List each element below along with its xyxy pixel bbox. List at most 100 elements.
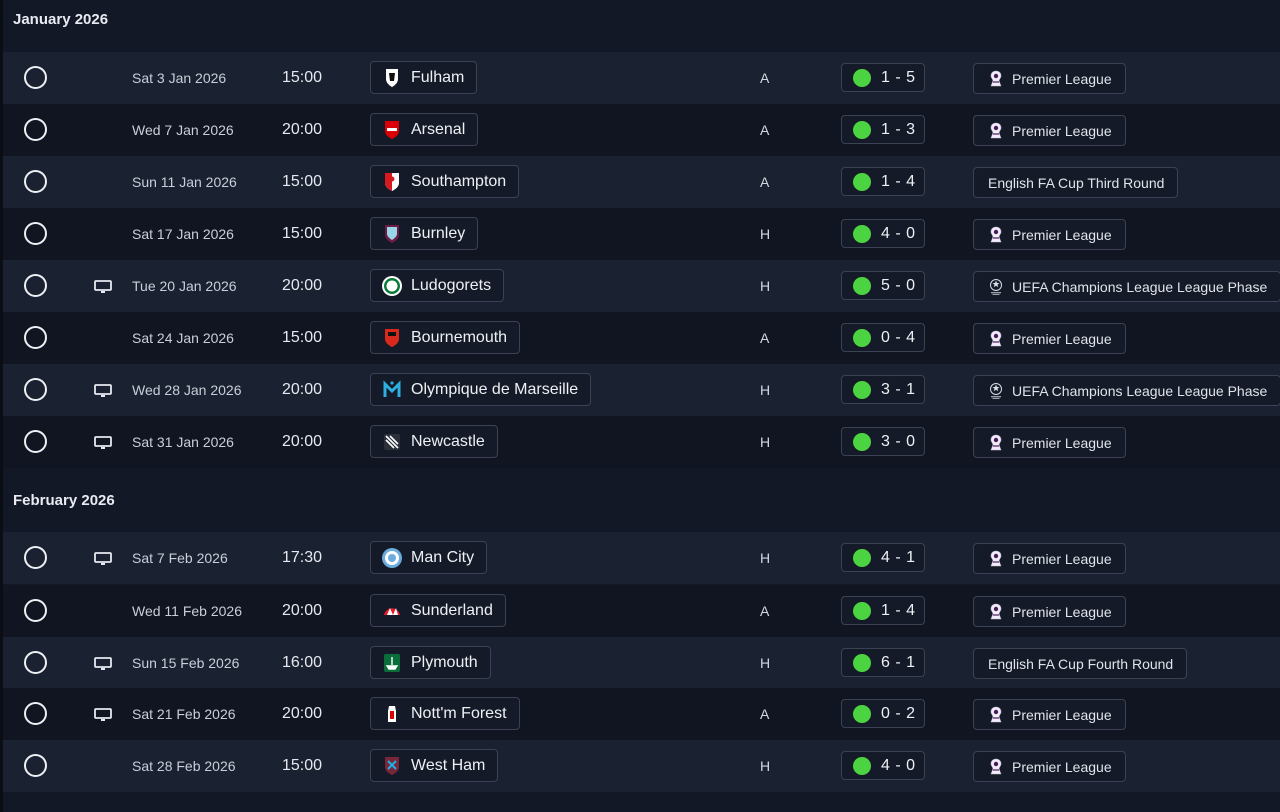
opponent-chip[interactable]: Bournemouth: [370, 321, 521, 354]
fixture-row[interactable]: Wed 7 Jan 2026 20:00 Arsenal A 1 - 3 Premier …: [3, 104, 1280, 156]
opponent-chip[interactable]: Olympique de Marseille: [370, 373, 592, 406]
opponent-chip[interactable]: Nott'm Forest: [370, 697, 520, 730]
result-badge[interactable]: 0 - 4: [841, 323, 925, 352]
result-badge[interactable]: 4 - 0: [841, 219, 925, 248]
match-score: 4 - 0: [881, 224, 916, 242]
status-circle-icon[interactable]: [24, 66, 47, 89]
match-date: Sun 11 Jan 2026: [132, 174, 237, 190]
fixture-row[interactable]: Sat 17 Jan 2026 15:00 Burnley H 4 - 0 Premier…: [3, 208, 1280, 260]
kickoff-time: 15:00: [282, 757, 323, 774]
fixture-row[interactable]: Sat 28 Feb 2026 15:00 West Ham H 4 - 0 Premie…: [3, 740, 1280, 792]
competition-chip[interactable]: UEFA Champions League League Phase: [973, 271, 1280, 302]
status-circle-icon[interactable]: [24, 702, 47, 725]
venue-indicator: H: [760, 382, 771, 398]
tv-broadcast-icon: [94, 707, 112, 721]
competition-chip[interactable]: Premier League: [973, 596, 1126, 627]
fixture-row[interactable]: Sat 24 Jan 2026 15:00 Bournemouth A 0 - 4 Pre…: [3, 312, 1280, 364]
competition-chip[interactable]: Premier League: [973, 323, 1126, 354]
competition-chip[interactable]: Premier League: [973, 63, 1126, 94]
kickoff-time: 17:30: [282, 549, 323, 566]
venue-indicator: H: [760, 655, 771, 671]
match-score: 1 - 4: [881, 172, 916, 190]
status-circle-icon[interactable]: [24, 546, 47, 569]
result-win-dot-icon: [853, 653, 871, 672]
competition-chip[interactable]: Premier League: [973, 751, 1126, 782]
match-date: Sat 28 Feb 2026: [132, 758, 236, 774]
match-score: 0 - 2: [881, 704, 916, 722]
competition-chip[interactable]: UEFA Champions League League Phase: [973, 375, 1280, 406]
result-badge[interactable]: 4 - 0: [841, 751, 925, 780]
kickoff-time: 15:00: [282, 225, 323, 242]
result-win-dot-icon: [853, 328, 871, 347]
status-circle-icon[interactable]: [24, 651, 47, 674]
kickoff-time: 20:00: [282, 381, 323, 398]
match-date: Wed 7 Jan 2026: [132, 122, 234, 138]
opponent-chip[interactable]: Arsenal: [370, 113, 479, 146]
result-badge[interactable]: 0 - 2: [841, 699, 925, 728]
status-circle-icon[interactable]: [24, 754, 47, 777]
competition-chip[interactable]: Premier League: [973, 543, 1126, 574]
result-badge[interactable]: 4 - 1: [841, 543, 925, 572]
competition-name: Premier League: [1012, 122, 1112, 139]
competition-name: Premier League: [1012, 706, 1112, 723]
opponent-chip[interactable]: Sunderland: [370, 594, 506, 627]
status-circle-icon[interactable]: [24, 326, 47, 349]
status-circle-icon[interactable]: [24, 274, 47, 297]
fixture-row[interactable]: Sat 7 Feb 2026 17:30 Man City H 4 - 1 Premier…: [3, 532, 1280, 584]
competition-chip[interactable]: Premier League: [973, 115, 1126, 146]
result-badge[interactable]: 3 - 1: [841, 375, 925, 404]
result-badge[interactable]: 1 - 4: [841, 596, 925, 625]
opponent-chip[interactable]: Plymouth: [370, 646, 491, 679]
competition-chip[interactable]: Premier League: [973, 699, 1126, 730]
fixture-row[interactable]: Sun 15 Feb 2026 16:00 Plymouth H 6 - 1 Englis…: [3, 637, 1280, 689]
opponent-chip[interactable]: Burnley: [370, 217, 479, 250]
opponent-chip[interactable]: Fulham: [370, 61, 478, 94]
result-badge[interactable]: 5 - 0: [841, 271, 925, 300]
result-win-dot-icon: [853, 120, 871, 139]
fixture-row[interactable]: Wed 28 Jan 2026 20:00 Olympique de Marseil…: [3, 364, 1280, 416]
opponent-chip[interactable]: Southampton: [370, 165, 520, 198]
competition-name: Premier League: [1012, 758, 1112, 775]
competition-chip[interactable]: Premier League: [973, 219, 1126, 250]
opponent-chip[interactable]: West Ham: [370, 749, 499, 782]
newcastle-crest-icon: [381, 431, 403, 453]
result-badge[interactable]: 1 - 4: [841, 167, 925, 196]
fixture-row[interactable]: Sat 31 Jan 2026 20:00 Newcastle H 3 - 0 Premi…: [3, 416, 1280, 468]
fixture-row[interactable]: Sat 3 Jan 2026 15:00 Fulham A 1 - 5 Premier L…: [3, 52, 1280, 104]
status-circle-icon[interactable]: [24, 222, 47, 245]
competition-chip[interactable]: English FA Cup Fourth Round: [973, 648, 1188, 679]
champions-league-icon: [988, 278, 1004, 296]
result-badge[interactable]: 6 - 1: [841, 648, 925, 677]
result-badge[interactable]: 3 - 0: [841, 427, 925, 456]
venue-indicator: H: [760, 550, 771, 566]
result-win-dot-icon: [853, 601, 871, 620]
result-badge[interactable]: 1 - 3: [841, 115, 925, 144]
fixture-row[interactable]: Tue 20 Jan 2026 20:00 Ludogorets H 5 - 0 UEFA…: [3, 260, 1280, 312]
match-score: 1 - 3: [881, 120, 916, 138]
result-win-dot-icon: [853, 548, 871, 567]
southampton-crest-icon: [381, 171, 403, 193]
fixture-row[interactable]: Sat 21 Feb 2026 20:00 Nott'm Forest A 0 - 2 P…: [3, 688, 1280, 740]
kickoff-time: 15:00: [282, 329, 323, 346]
result-badge[interactable]: 1 - 5: [841, 63, 925, 92]
opponent-name: Burnley: [411, 224, 466, 242]
fulham-crest-icon: [381, 67, 403, 89]
status-circle-icon[interactable]: [24, 118, 47, 141]
match-date: Sat 17 Jan 2026: [132, 226, 234, 242]
status-circle-icon[interactable]: [24, 599, 47, 622]
competition-chip[interactable]: English FA Cup Third Round: [973, 167, 1179, 198]
status-circle-icon[interactable]: [24, 430, 47, 453]
match-date: Wed 11 Feb 2026: [132, 603, 243, 619]
status-circle-icon[interactable]: [24, 378, 47, 401]
result-win-dot-icon: [853, 224, 871, 243]
fixture-row[interactable]: Sun 11 Jan 2026 15:00 Southampton A 1 - 4 Eng…: [3, 156, 1280, 208]
match-date: Wed 28 Jan 2026: [132, 382, 242, 398]
premier-league-icon: [988, 706, 1004, 724]
competition-chip[interactable]: Premier League: [973, 427, 1126, 458]
opponent-chip[interactable]: Man City: [370, 541, 488, 574]
fixture-row[interactable]: Wed 11 Feb 2026 20:00 Sunderland A 1 - 4 Prem…: [3, 585, 1280, 637]
opponent-chip[interactable]: Newcastle: [370, 425, 498, 458]
opponent-chip[interactable]: Ludogorets: [370, 269, 505, 302]
status-circle-icon[interactable]: [24, 170, 47, 193]
